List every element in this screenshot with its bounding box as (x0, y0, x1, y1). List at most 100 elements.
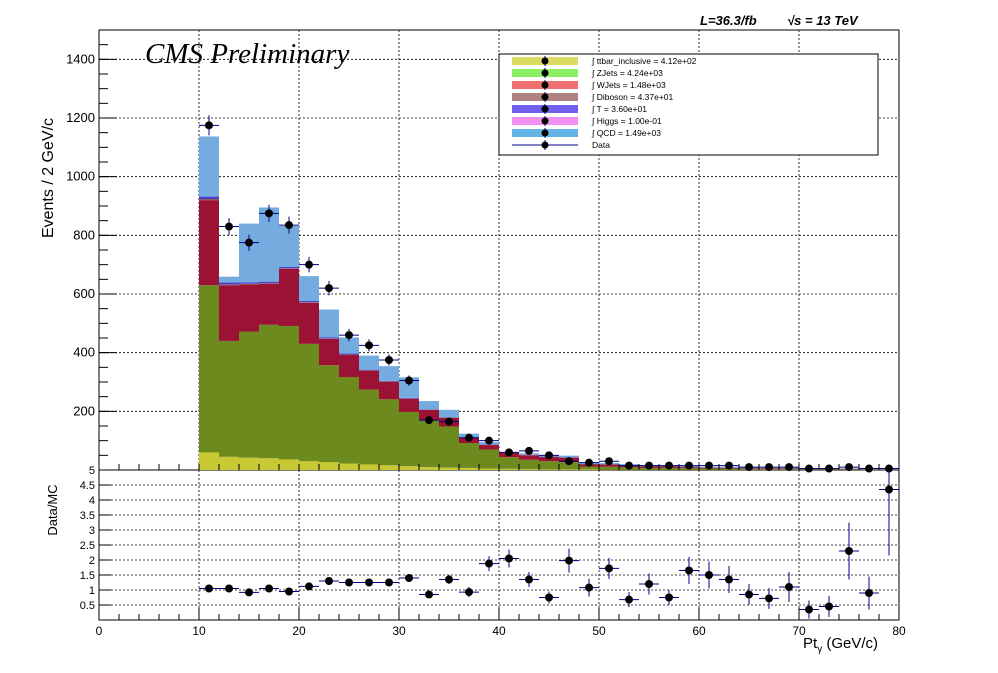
stack-bar-qcd (379, 366, 399, 381)
cms-label: CMS Preliminary (145, 38, 349, 70)
ratio-point (785, 583, 793, 591)
ratio-point (565, 556, 573, 565)
ratio-y-tick-label: 3.5 (80, 510, 95, 522)
stack-bar-qcd (359, 355, 379, 370)
lumi-label: L=36.3/fb (700, 13, 757, 28)
legend-label: ∫ WJets = 1.48e+03 (591, 80, 666, 90)
y-tick-label: 1000 (66, 169, 95, 184)
data-point (525, 446, 533, 455)
legend-marker (541, 129, 549, 137)
ratio-point (245, 588, 253, 597)
stack-bar-diboson (239, 283, 259, 285)
stack-bar-ttbar-inclusive (359, 464, 379, 470)
data-point (545, 451, 553, 460)
stack-bar-zjets (379, 399, 399, 466)
data-point (885, 464, 893, 473)
stack-bar-qcd (559, 455, 579, 458)
ratio-y-tick-label: 5 (89, 465, 95, 477)
data-point (365, 341, 373, 350)
legend-label: ∫ ZJets = 4.24e+03 (591, 68, 663, 78)
legend-label: ∫ Higgs = 1.00e-01 (591, 116, 662, 126)
stack-bar-zjets (339, 377, 359, 464)
stack-bar-qcd (319, 309, 339, 338)
stack-bar-zjets (319, 365, 339, 463)
stack-bar-t (359, 369, 379, 371)
stack-bar-qcd (439, 409, 459, 418)
legend-entry: Data (512, 140, 610, 150)
axis-ticks: 0 10 20 30 40 50 60 70 8020040060080010001200140… (66, 44, 906, 638)
data-point (405, 376, 413, 385)
ratio-point (685, 566, 693, 575)
y-tick-label: 1400 (66, 51, 95, 66)
legend-entry: ∫ WJets = 1.48e+03 (512, 80, 666, 90)
stack-bar-zjets (219, 340, 239, 457)
ratio-point (885, 485, 893, 494)
stack-bar-zjets (419, 420, 439, 468)
data-point (205, 121, 213, 130)
ratio-point (265, 584, 273, 593)
ratio-point (505, 554, 513, 563)
ratio-point (725, 575, 733, 584)
legend-label: ∫ ttbar_inclusive = 4.12e+02 (591, 56, 697, 66)
stack-bar-zjets (539, 461, 559, 470)
stack-bar-zjets (479, 449, 499, 469)
data-point (305, 260, 313, 269)
y-tick-label: 600 (73, 286, 95, 301)
y-tick-label: 800 (73, 227, 95, 242)
ratio-point (305, 582, 313, 591)
ratio-point (345, 578, 353, 587)
data-point (725, 461, 733, 470)
ratio-point (225, 584, 233, 593)
stack-bar-ttbar-inclusive (479, 468, 499, 470)
stack-bar-ttbar-inclusive (239, 457, 259, 470)
x-axis-title-unit: (GeV/c) (822, 635, 878, 652)
x-tick-label: 10 (192, 624, 206, 638)
stack-bar-ttbar-inclusive (199, 452, 219, 470)
stack-bar-wjets (379, 381, 399, 400)
stack-bar-t (319, 337, 339, 339)
stack-bar-ttbar-inclusive (579, 469, 599, 470)
stack-bar-wjets (519, 455, 539, 460)
data-point (345, 331, 353, 340)
data-point (805, 464, 813, 473)
data-point (685, 461, 693, 470)
stack-bar-qcd (219, 276, 239, 283)
legend-label: ∫ QCD = 1.49e+03 (591, 128, 661, 138)
stack-bar-ttbar-inclusive (259, 458, 279, 470)
stack-bar-qcd (339, 337, 359, 354)
ratio-y-tick-label: 2 (89, 555, 95, 567)
stack-bar-qcd (399, 377, 419, 398)
legend-label: ∫ T = 3.60e+01 (591, 104, 647, 114)
data-point (485, 436, 493, 445)
legend-marker (541, 93, 549, 101)
ratio-point (705, 571, 713, 579)
ratio-point (605, 564, 613, 573)
stack-bar-zjets (499, 457, 519, 469)
stack-bar-zjets (439, 426, 459, 468)
legend-marker (541, 81, 549, 89)
stack-bar-ttbar-inclusive (339, 463, 359, 470)
ratio-point (285, 587, 293, 596)
x-tick-label: 80 (892, 624, 906, 638)
ratio-y-tick-label: 1.5 (80, 570, 95, 582)
data-point (385, 356, 393, 364)
data-point (705, 461, 713, 470)
stack-bar-wjets (239, 284, 259, 332)
stack-bar-ttbar-inclusive (559, 469, 579, 470)
ratio-point (845, 547, 853, 555)
legend-entry: ∫ Diboson = 4.37e+01 (512, 92, 674, 102)
ratio-point (365, 578, 373, 587)
ratio-point (625, 595, 633, 604)
stack-bar-zjets (459, 443, 479, 468)
data-point (625, 461, 633, 470)
stack-bar-zjets (359, 389, 379, 465)
stack-bar-t (379, 380, 399, 382)
ratio-y-tick-label: 4 (89, 495, 95, 507)
stack-bar-wjets (399, 398, 419, 412)
stack-bar-ttbar-inclusive (379, 465, 399, 470)
ratio-point (385, 578, 393, 587)
legend-marker (541, 141, 549, 149)
ratio-point (525, 575, 533, 584)
data-point (565, 457, 573, 466)
